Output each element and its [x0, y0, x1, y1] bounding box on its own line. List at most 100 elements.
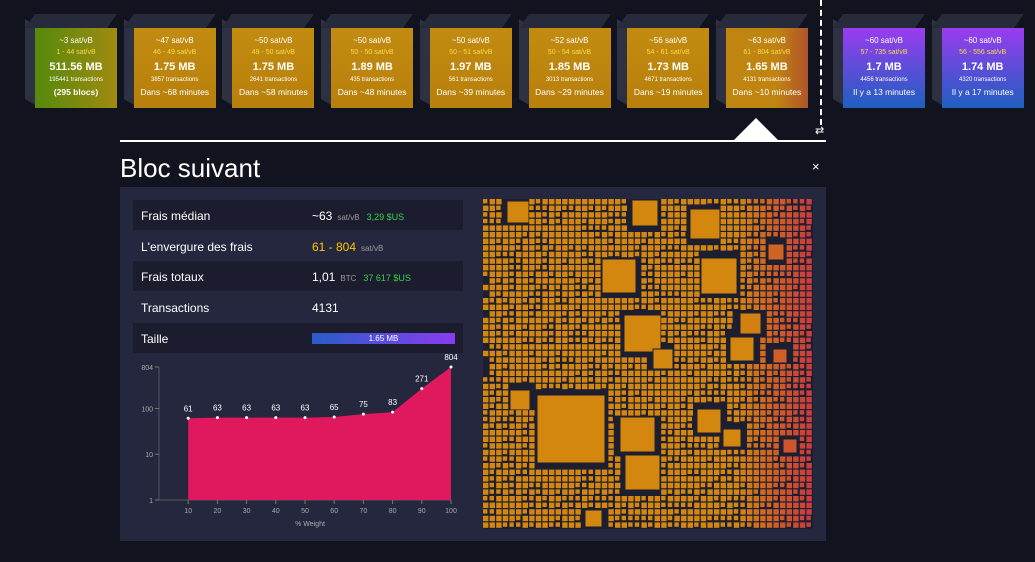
close-button[interactable]: × [812, 159, 820, 174]
tx-square [522, 489, 527, 494]
tx-square [555, 515, 560, 521]
tx-square [615, 298, 621, 304]
tx-square [529, 456, 535, 462]
tx-square [601, 377, 608, 383]
tx-square [621, 390, 626, 395]
tx-square [799, 265, 806, 271]
tx-square [799, 271, 806, 277]
tx-square [700, 390, 706, 395]
tx-square [588, 331, 594, 337]
block[interactable]: ~50 sat/vB 49 - 50 sat/vB 1.75 MB 2641 tran… [222, 14, 315, 108]
tx-square [727, 304, 732, 309]
tx-square [568, 482, 575, 489]
tx-square [522, 245, 528, 251]
tx-square [634, 509, 641, 515]
data-label: 63 [242, 404, 251, 413]
block[interactable]: ~50 sat/vB 50 - 51 sat/vB 1.97 MB 561 trans… [419, 14, 512, 108]
tx-square [753, 449, 759, 456]
tx-square [608, 370, 613, 375]
tx-square [615, 199, 621, 205]
tx-square [582, 364, 588, 370]
tx-square [555, 298, 560, 303]
tx-square [773, 449, 779, 456]
tx-square [667, 232, 674, 238]
tx-square [483, 522, 489, 528]
tx-square [555, 383, 560, 389]
tx-square [661, 449, 666, 455]
tx-square [733, 489, 740, 495]
block-treemap [483, 199, 813, 529]
tx-square [502, 238, 509, 244]
tx-square [641, 298, 647, 304]
tx-square [516, 522, 521, 527]
tx-square [489, 469, 494, 474]
block[interactable]: ~3 sat/vB 1 - 44 sat/vB 511.56 MB 195441 tr… [25, 14, 117, 108]
tx-square [753, 410, 759, 416]
tx-square [793, 251, 799, 258]
tx-square [509, 304, 514, 309]
tx-square [516, 476, 522, 482]
tx-square [681, 397, 686, 402]
tx-square [555, 331, 561, 337]
tx-square [720, 397, 725, 402]
tx-square [654, 291, 659, 296]
tx-square [522, 430, 527, 435]
tx-square [780, 377, 786, 383]
tx-square [667, 509, 674, 515]
tx-square [489, 284, 495, 291]
block[interactable]: ~60 sat/vB 57 - 735 sat/vB 1.7 MB 4456 tran… [833, 14, 925, 108]
block[interactable]: ~60 sat/vB 56 - 556 sat/vB 1.74 MB 4320 tra… [931, 14, 1024, 108]
tx-square [582, 476, 587, 481]
tx-square [542, 370, 548, 376]
tx-square [806, 212, 812, 218]
tx-square [806, 496, 812, 502]
tx-square [496, 509, 502, 515]
tx-square [714, 449, 720, 456]
tx-square [793, 298, 799, 304]
tx-square [522, 258, 528, 264]
tx-square [766, 509, 773, 515]
tx-square [733, 199, 739, 204]
tx-square [694, 377, 700, 383]
tx-square [568, 291, 575, 297]
detail-row: Transactions 4131 [133, 292, 463, 322]
tx-square [516, 350, 522, 357]
tx-square [535, 357, 542, 363]
tx-square [542, 232, 548, 238]
tx-square [483, 350, 489, 357]
tx-square [615, 232, 621, 238]
tx-square [799, 278, 806, 284]
tx-square [681, 337, 687, 343]
block-size: 1.7 MB [866, 61, 902, 73]
block[interactable]: ~50 sat/vB 50 - 50 sat/vB 1.89 MB 435 trans… [321, 14, 414, 108]
tx-square [608, 403, 614, 409]
block[interactable]: ~47 sat/vB 46 - 49 sat/vB 1.75 MB 3857 tran… [123, 14, 216, 108]
tx-square [555, 251, 561, 258]
tx-square [793, 284, 798, 290]
tx-square [648, 245, 654, 251]
tx-square [700, 324, 706, 329]
tx-square [562, 515, 568, 522]
tx-square [641, 502, 647, 508]
tx-square [681, 482, 687, 489]
block[interactable]: ~52 sat/vB 50 - 54 sat/vB 1.85 MB 3013 tran… [518, 14, 611, 108]
tx-square [529, 410, 535, 416]
tx-square [799, 397, 806, 403]
tx-square [509, 357, 515, 363]
tx-square [496, 317, 501, 323]
block[interactable]: ~56 sat/vB 54 - 61 sat/vB 1.73 MB 4671 tran… [617, 14, 710, 108]
tx-square [667, 291, 673, 296]
tx-square [615, 509, 621, 515]
tx-square [621, 377, 627, 383]
tx-square [568, 350, 575, 357]
tx-square [667, 265, 674, 271]
tx-square [489, 218, 494, 224]
tx-square [496, 469, 502, 475]
tx-square [694, 383, 700, 390]
swap-icon[interactable]: ⇄ [815, 125, 825, 137]
tx-square [509, 469, 515, 475]
block[interactable]: ~63 sat/vB 61 - 804 sat/vB 1.65 MB 4131 tra… [715, 14, 808, 108]
tx-square [707, 377, 712, 382]
tx-square [595, 311, 601, 317]
tx-square [516, 232, 522, 238]
